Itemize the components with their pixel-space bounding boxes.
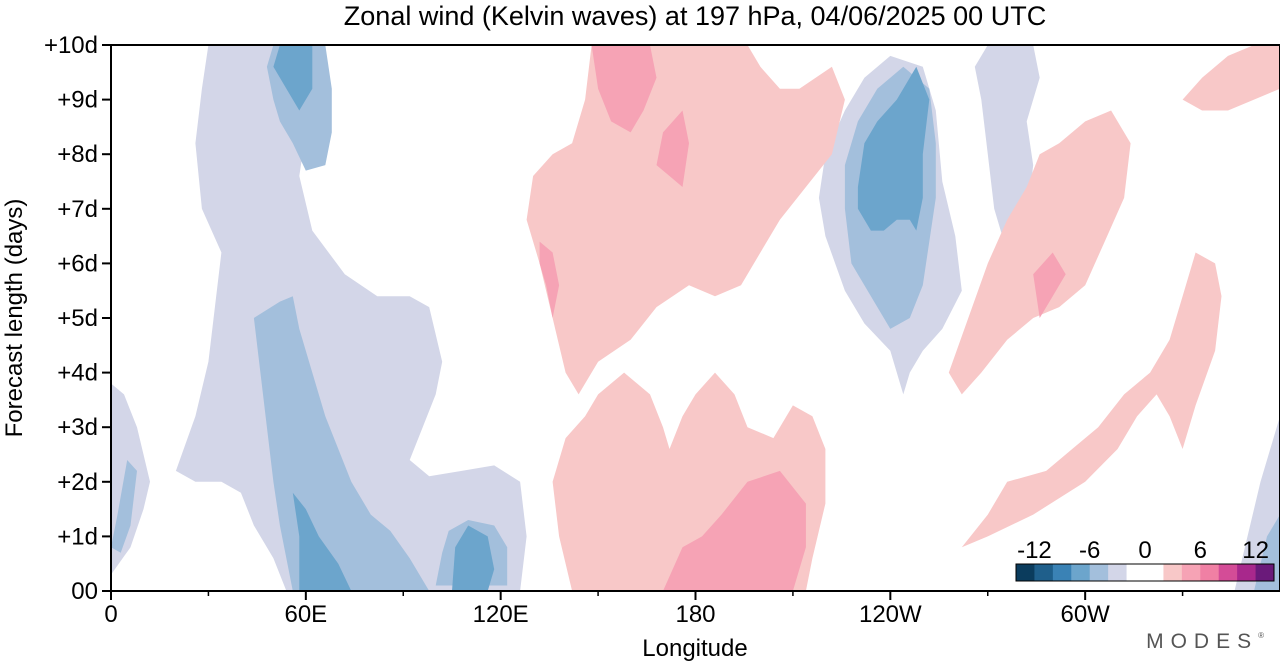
colorbar-swatch <box>1200 564 1220 581</box>
x-tick-label: 120W <box>859 601 922 628</box>
y-tick-label: +9d <box>57 87 98 114</box>
contour-region-westerly-23 <box>663 470 806 591</box>
colorbar-swatch <box>1071 564 1091 581</box>
contour-fills <box>111 45 1280 591</box>
colorbar-label: 0 <box>1138 537 1151 564</box>
colorbar-swatch <box>1052 564 1072 581</box>
y-tick-label: +8d <box>57 141 98 168</box>
y-tick-label: +3d <box>57 414 98 441</box>
y-tick-label: +1d <box>57 523 98 550</box>
x-tick-label: 60E <box>284 601 327 628</box>
y-axis: 00 +1d +2d +3d +4d +5d +6d +7d +8d +9d +10d <box>44 32 111 605</box>
x-axis-title: Longitude <box>642 635 747 662</box>
contour-region-westerly-18 <box>948 110 1131 395</box>
colorbar-label: -12 <box>1017 537 1052 564</box>
y-tick-label: +4d <box>57 360 98 387</box>
colorbar-label: 6 <box>1194 537 1207 564</box>
modes-logo: MODES® <box>1146 630 1264 654</box>
contour-region-easterly-0 <box>175 45 527 591</box>
contour-region-easterly-5 <box>111 460 137 553</box>
contour-region-westerly-21 <box>656 110 689 187</box>
x-tick-label: 60W <box>1060 601 1110 628</box>
x-axis: 0 60E 120E 180 120W 60W <box>104 591 1184 628</box>
chart-title: Zonal wind (Kelvin waves) at 197 hPa, 04… <box>344 1 1046 31</box>
contour-region-westerly-15 <box>526 45 845 395</box>
y-tick-label: +5d <box>57 305 98 332</box>
contour-region-westerly-22 <box>539 241 560 318</box>
contour-region-easterly-6 <box>292 492 352 591</box>
contour-region-westerly-24 <box>1033 252 1066 318</box>
colorbar-swatch <box>1237 564 1257 581</box>
contour-region-westerly-20 <box>591 45 657 133</box>
colorbar-swatch <box>1089 564 1109 581</box>
y-tick-label: +10d <box>44 32 98 59</box>
logo-text: MODES <box>1146 630 1259 653</box>
colorbar-frame <box>1015 563 1275 582</box>
plot-area <box>110 44 1280 592</box>
colorbar-swatch <box>1108 564 1128 581</box>
registered-mark: ® <box>1258 631 1264 640</box>
colorbar-swatch <box>1181 564 1201 581</box>
y-tick-label: +6d <box>57 250 98 277</box>
colorbar-swatch <box>1034 564 1054 581</box>
y-tick-label: +7d <box>57 196 98 223</box>
y-tick-label: 00 <box>71 578 98 605</box>
contour-region-easterly-7 <box>452 525 495 591</box>
colorbar-swatch <box>1145 564 1164 581</box>
colorbar-swatch <box>1126 564 1146 581</box>
x-tick-label: 0 <box>104 601 117 628</box>
x-tick-label: 180 <box>675 601 715 628</box>
colorbar: -12 -6 0 6 12 <box>1015 537 1275 582</box>
colorbar-swatch <box>1255 564 1275 581</box>
colorbar-swatch <box>1016 564 1035 581</box>
contour-region-westerly-19 <box>1182 45 1280 111</box>
x-tick-label: 120E <box>473 601 529 628</box>
colorbar-label: 12 <box>1242 537 1269 564</box>
y-axis-title: Forecast length (days) <box>1 199 28 438</box>
colorbar-swatch <box>1163 564 1183 581</box>
contour-region-easterly-8 <box>273 45 313 111</box>
contour-region-easterly-12 <box>857 66 930 231</box>
colorbar-label: -6 <box>1079 537 1100 564</box>
contour-region-westerly-17 <box>961 252 1222 548</box>
colorbar-swatch <box>1218 564 1238 581</box>
y-tick-label: +2d <box>57 469 98 496</box>
